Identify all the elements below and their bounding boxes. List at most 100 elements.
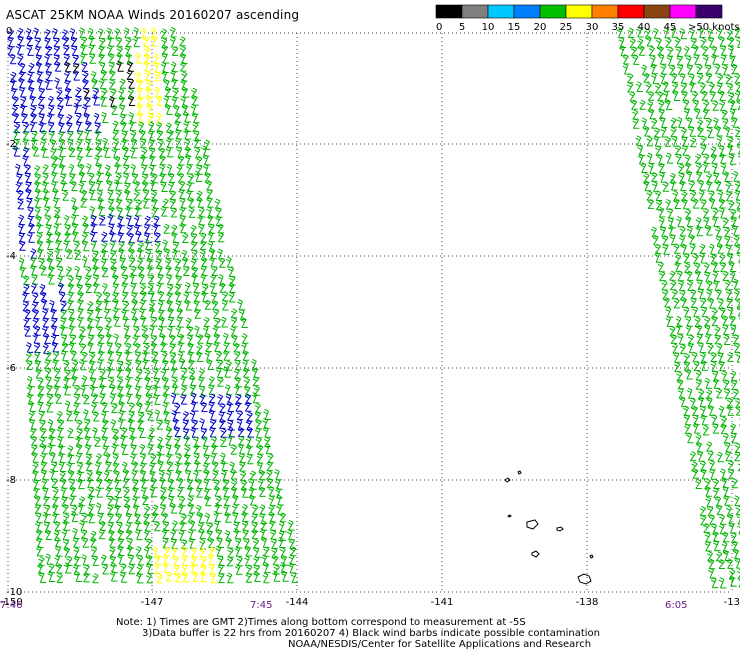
wind-barb — [172, 417, 180, 429]
wind-barb — [647, 90, 655, 101]
wind-barb — [204, 172, 212, 183]
wind-barb — [186, 334, 194, 346]
wind-barb — [202, 163, 211, 175]
wind-barb — [79, 52, 87, 64]
wind-barb — [110, 88, 117, 99]
wind-barb — [162, 520, 170, 531]
wind-barb — [686, 226, 695, 238]
wind-barb — [30, 137, 39, 149]
wind-barb — [264, 436, 271, 447]
wind-barb — [208, 409, 217, 421]
wind-barb — [26, 197, 34, 209]
wind-barb — [76, 146, 84, 158]
wind-barb — [669, 64, 676, 76]
wind-barb — [707, 505, 714, 517]
wind-barb — [59, 291, 67, 302]
wind-barb — [684, 161, 693, 173]
wind-barb — [657, 261, 665, 273]
wind-barb — [100, 427, 109, 439]
wind-barb — [680, 82, 688, 93]
wind-barb — [245, 444, 254, 456]
wind-barb — [724, 450, 732, 462]
wind-barb — [211, 265, 218, 276]
wind-barb — [226, 556, 234, 567]
wind-barb — [690, 37, 698, 49]
wind-barb — [682, 405, 690, 417]
wind-barb — [27, 78, 35, 90]
wind-barb — [31, 130, 39, 141]
wind-barb — [58, 121, 66, 133]
wind-barb — [118, 241, 125, 252]
wind-barb — [73, 401, 81, 413]
wind-barb — [106, 478, 113, 489]
wind-barb — [675, 46, 683, 58]
wind-barb — [130, 137, 139, 149]
wind-barb — [110, 419, 118, 431]
wind-barb — [152, 223, 161, 235]
wind-barb — [162, 537, 170, 549]
wind-barb — [38, 121, 46, 133]
wind-barb — [109, 383, 117, 395]
wind-barb — [281, 554, 289, 566]
wind-barb — [644, 28, 652, 39]
wind-barb — [718, 207, 727, 219]
wind-barb — [125, 52, 134, 64]
wind-barb — [57, 418, 65, 429]
wind-barb — [11, 105, 18, 116]
wind-barb — [695, 433, 703, 445]
wind-barb — [163, 223, 170, 234]
wind-barb — [720, 261, 727, 273]
wind-barb — [157, 308, 165, 320]
wind-barb — [715, 551, 723, 562]
legend-label: >50 knots — [688, 22, 740, 33]
wind-barb — [258, 469, 266, 481]
wind-barb — [75, 275, 83, 286]
wind-barb — [72, 54, 80, 65]
wind-barb — [703, 100, 710, 111]
wind-barb — [687, 341, 696, 354]
wind-barb — [734, 73, 740, 84]
wind-barb — [732, 170, 740, 182]
wind-barb — [695, 370, 702, 381]
wind-barb — [168, 478, 175, 489]
wind-barb — [251, 521, 259, 532]
wind-barb — [702, 425, 710, 436]
wind-barb — [720, 44, 728, 56]
wind-barb — [221, 470, 229, 482]
wind-barb — [118, 400, 127, 412]
wind-barb — [208, 563, 216, 575]
wind-barb — [719, 468, 728, 480]
wind-barb — [639, 99, 646, 110]
wind-barb — [126, 224, 133, 235]
wind-barb — [45, 70, 53, 82]
wind-barb — [36, 78, 45, 90]
wind-barb — [88, 359, 96, 371]
wind-barb — [72, 360, 79, 371]
wind-barb — [132, 486, 140, 498]
wind-barb — [670, 127, 677, 138]
wind-barb — [672, 190, 680, 202]
wind-barb — [99, 37, 106, 48]
wind-barb — [212, 461, 219, 472]
wind-barb — [722, 64, 730, 76]
wind-barb — [210, 452, 219, 464]
wind-barb — [92, 573, 99, 584]
wind-barb — [734, 451, 740, 462]
wind-barb — [57, 451, 66, 464]
wind-barb — [679, 343, 687, 355]
wind-barb — [149, 486, 158, 498]
wind-barb — [647, 100, 655, 112]
wind-barb — [723, 549, 732, 561]
wind-barb — [79, 43, 88, 55]
wind-barb — [131, 315, 140, 328]
legend-swatch — [565, 4, 593, 19]
wind-barb — [679, 27, 688, 40]
wind-barb — [697, 73, 704, 84]
wind-barb — [39, 283, 47, 295]
wind-barb — [175, 137, 183, 149]
island-outline — [507, 514, 512, 518]
wind-barb — [725, 181, 733, 193]
wind-barb — [712, 478, 720, 489]
wind-barb — [702, 45, 709, 56]
wind-barb — [251, 392, 260, 404]
